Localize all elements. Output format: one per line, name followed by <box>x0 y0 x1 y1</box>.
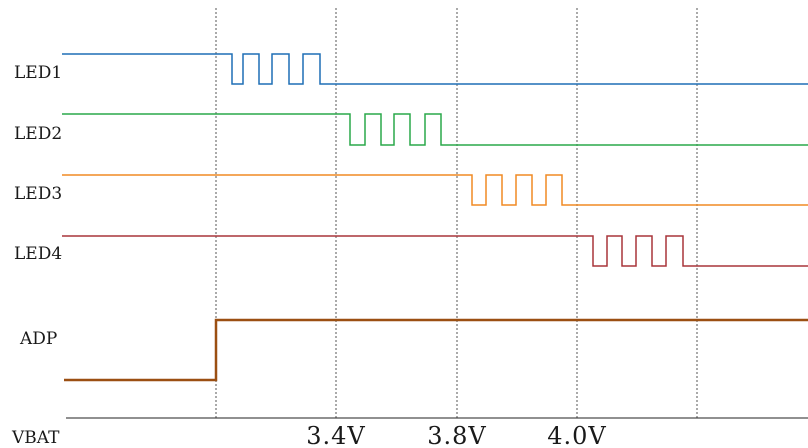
led3-waveform <box>62 174 808 206</box>
adp-label: ADP <box>19 329 57 349</box>
led3-label: LED3 <box>14 184 62 204</box>
tick-label-4v0: 4.0V <box>547 422 607 448</box>
tick-label-3v8: 3.8V <box>427 422 487 448</box>
waveforms <box>62 53 808 382</box>
adp-waveform <box>64 318 808 382</box>
led1-label: LED1 <box>14 63 62 83</box>
reference-lines <box>215 8 698 418</box>
led4-waveform <box>62 235 808 267</box>
tick-label-3v4: 3.4V <box>306 422 366 448</box>
signal-labels: LED1 LED2 LED3 LED4 ADP <box>14 63 62 349</box>
led2-label: LED2 <box>14 124 62 144</box>
led1-waveform <box>62 53 808 85</box>
vbat-label: VBAT <box>11 428 60 448</box>
led2-waveform <box>62 113 808 146</box>
led4-label: LED4 <box>14 244 62 264</box>
axis-labels: VBAT 3.4V 3.8V 4.0V <box>11 422 607 448</box>
